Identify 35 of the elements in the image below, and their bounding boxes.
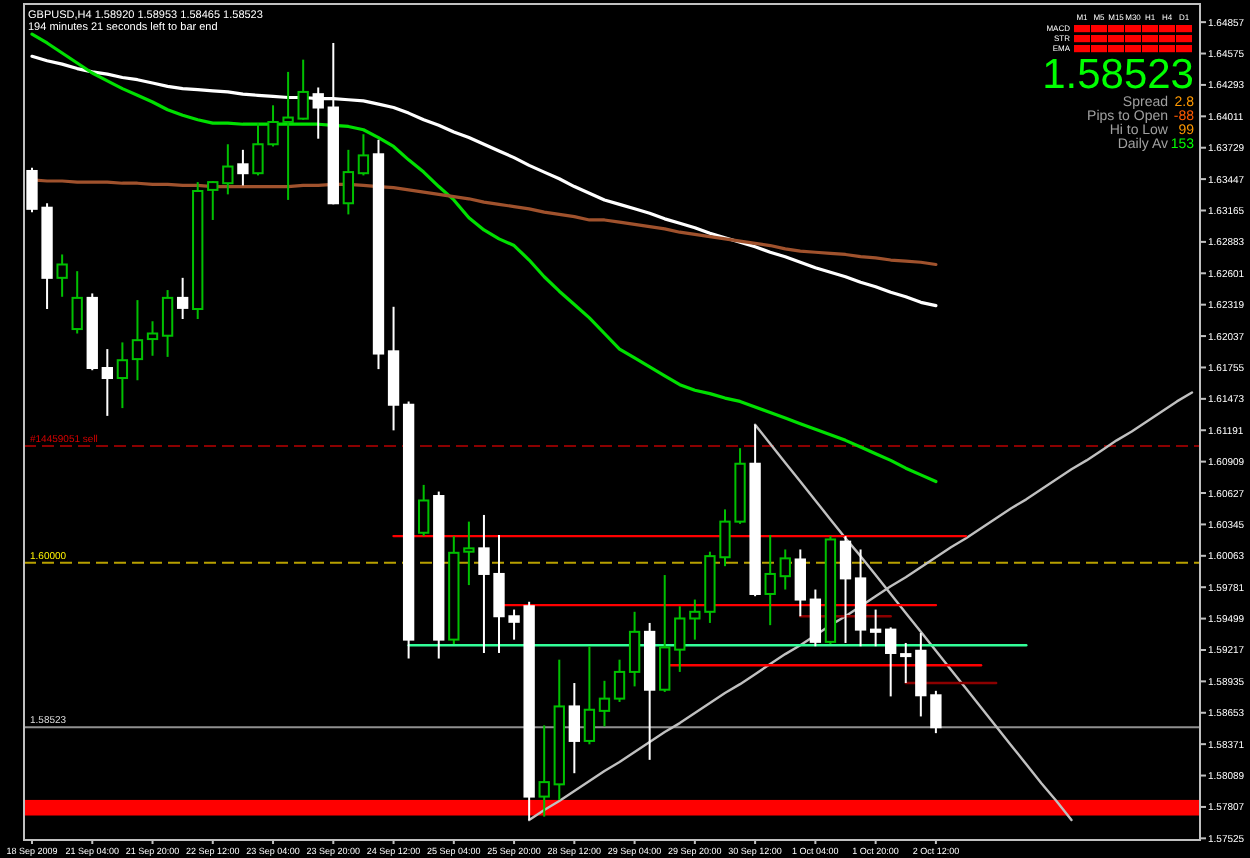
candlestick — [463, 520, 475, 587]
candlestick — [885, 626, 897, 698]
candlestick — [628, 610, 641, 688]
candlestick — [312, 86, 324, 140]
candlestick — [357, 133, 370, 177]
candlestick — [568, 682, 581, 775]
candlestick — [131, 299, 144, 382]
line-series — [527, 391, 1194, 822]
candlestick — [116, 341, 129, 410]
candlestick — [161, 289, 174, 358]
candlestick — [764, 533, 776, 627]
candlestick — [146, 320, 159, 357]
candlestick — [538, 724, 550, 818]
candlestick — [598, 679, 611, 728]
candlestick — [779, 548, 791, 591]
candlestick — [207, 180, 219, 221]
candlestick — [794, 548, 806, 618]
candlestick — [839, 535, 852, 644]
candlestick — [101, 348, 113, 417]
candlestick — [613, 658, 626, 703]
candlestick — [56, 253, 68, 298]
candlestick — [71, 270, 83, 335]
candlestick — [342, 148, 355, 216]
candlestick — [176, 276, 189, 321]
candlestick — [809, 588, 822, 648]
candlestick — [583, 645, 596, 746]
candlestick — [869, 608, 882, 648]
candlestick — [659, 574, 671, 693]
candlestick — [418, 483, 430, 538]
candlestick — [222, 143, 234, 196]
candlestick — [900, 641, 912, 685]
candlestick — [237, 148, 249, 187]
candlestick — [674, 605, 686, 673]
line-series — [30, 32, 938, 484]
annotation: 1.58523 — [1042, 52, 1194, 98]
